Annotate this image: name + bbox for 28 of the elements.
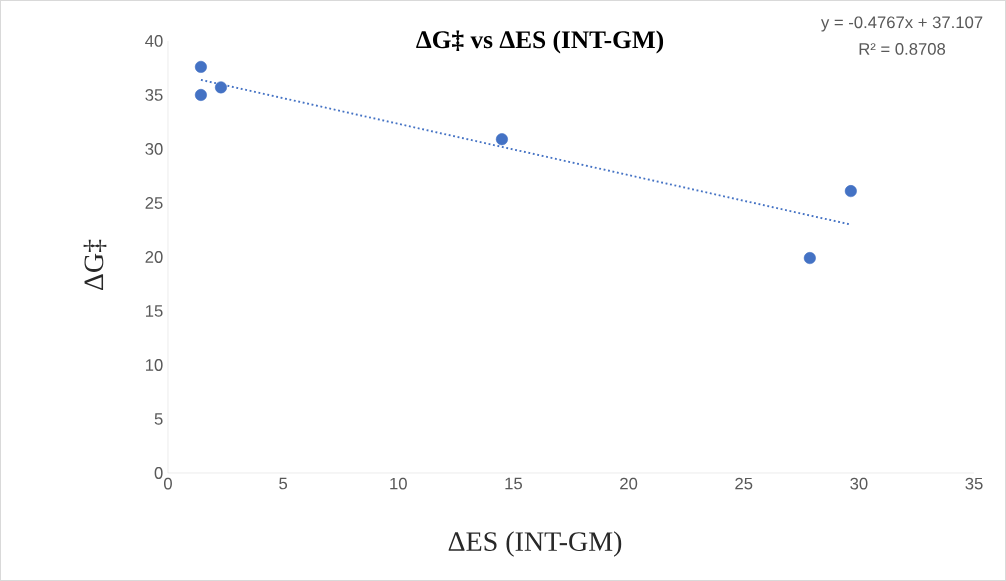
annotation: R² = 0.8708 xyxy=(859,43,946,55)
y-tick-label: 5 xyxy=(154,413,163,425)
x-tick-label: 10 xyxy=(390,477,407,490)
point xyxy=(214,81,227,94)
y-tick-label: 40 xyxy=(145,35,163,47)
y-tick-label: 35 xyxy=(145,89,163,101)
y-tick-label: 20 xyxy=(145,251,163,263)
text: y = -0.4767x + 37.107 xyxy=(820,16,983,32)
x-tick-label: 35 xyxy=(965,477,983,490)
x-tick-label: 25 xyxy=(735,477,753,490)
x-tick-label: 20 xyxy=(620,477,638,490)
point xyxy=(194,60,207,73)
y-tick-label: 0 xyxy=(154,467,163,479)
x-tick-label: 15 xyxy=(505,477,523,490)
x-tick-label: 5 xyxy=(279,477,288,490)
x-tick-label: 30 xyxy=(850,477,868,490)
y-tick-label: 30 xyxy=(145,143,163,155)
x-tick-label: 0 xyxy=(163,477,172,490)
y-tick-label: 15 xyxy=(146,305,163,317)
y-axis-title: ΔG‡ xyxy=(83,239,107,291)
point xyxy=(194,88,207,101)
chart-title: ΔG‡ vs ΔES (INT-GM) xyxy=(416,30,664,54)
x-axis-title: ΔES (INT-GM) xyxy=(448,531,622,557)
point xyxy=(844,185,857,198)
y-tick-label: 25 xyxy=(145,197,163,209)
y-tick-label: 10 xyxy=(146,359,163,371)
point xyxy=(803,252,816,265)
point xyxy=(495,133,508,146)
